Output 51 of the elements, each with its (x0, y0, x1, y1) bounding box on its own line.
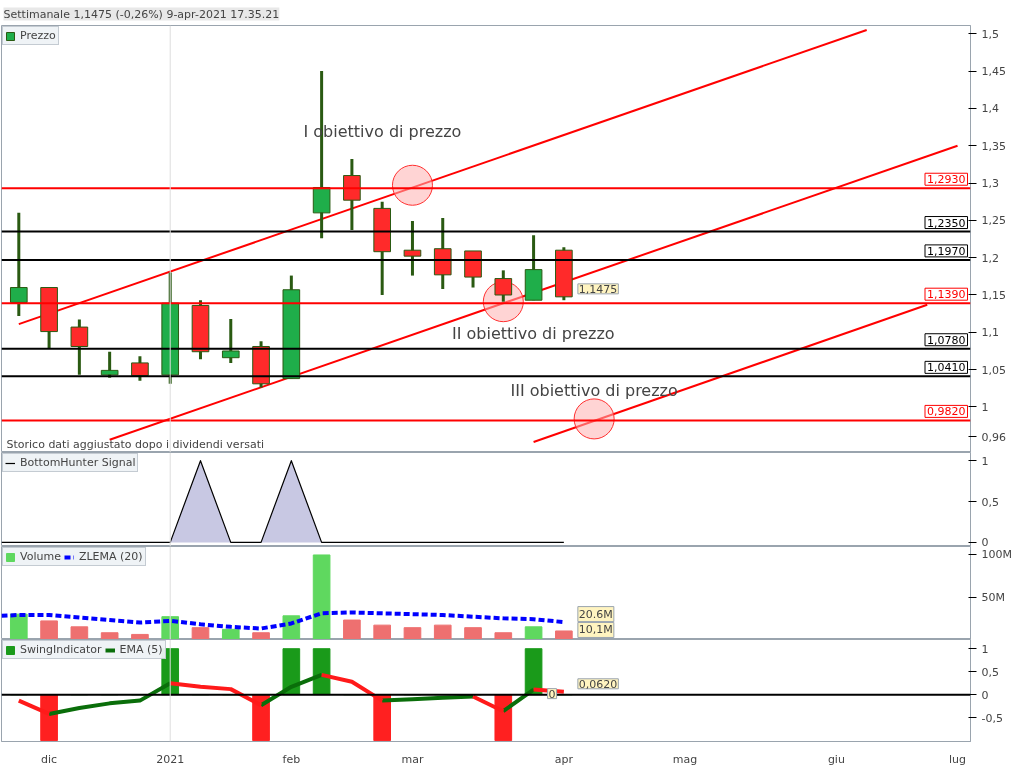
y-tick-label: 1,25 (981, 214, 1006, 228)
chart-title: Settimanale 1,1475 (-0,26%) 9-apr-2021 17.35.21 (3, 7, 280, 21)
x-tick-label: 2021 (156, 752, 185, 766)
y-tick-label: 1,1 (981, 326, 999, 340)
annotation: 20.6M (578, 607, 613, 621)
x-tick-label: mag (672, 752, 698, 766)
y-tick-label: 1,45 (981, 65, 1006, 79)
y-tick-label: 1 (981, 454, 989, 468)
y-tick-label: 1 (981, 400, 989, 414)
legend-label: EMA (5) (119, 643, 163, 656)
x-tick-label: mar (401, 752, 424, 766)
y-tick-label: 100M (981, 548, 1012, 562)
y-tick-label: 1 (981, 642, 989, 656)
legend-label: Volume (20, 550, 61, 563)
x-tick-label: dic (41, 752, 58, 766)
annotation: 0 (548, 687, 556, 701)
y-tick-label: 0,5 (981, 495, 999, 509)
legend-label: ZLEMA (20) (78, 550, 143, 563)
y-tick-label: 0,5 (981, 665, 999, 679)
y-tick-label: 1,05 (981, 363, 1006, 377)
y-tick-label: 1,5 (981, 27, 999, 41)
annotation: Storico dati aggiustato dopo i dividendi versati (6, 437, 265, 451)
y-tick-label: 0 (981, 688, 989, 702)
y-tick-label: 1,2 (981, 251, 999, 265)
y-tick-label: 1,4 (981, 102, 999, 116)
y-tick-label: 0,96 (981, 430, 1006, 444)
legend-label: Prezzo (20, 29, 56, 42)
y-tick-label: 50M (981, 590, 1005, 604)
ref-line-label: 1,1970 (927, 244, 966, 258)
ref-line-label: 1,0780 (927, 333, 966, 347)
ref-line-label: 1,0410 (927, 361, 966, 375)
annotation: II obiettivo di prezzo (452, 324, 615, 344)
y-tick-label: 0 (981, 536, 989, 550)
annotation: 10,1M (578, 623, 613, 637)
x-tick-label: apr (554, 752, 574, 766)
ref-line-label: 1,2930 (927, 173, 966, 187)
annotation: III obiettivo di prezzo (510, 381, 678, 401)
x-tick-label: feb (282, 752, 301, 766)
y-tick-label: 1,15 (981, 288, 1006, 302)
ref-line-label: 0,9820 (927, 405, 966, 419)
annotation: 0,0620 (578, 677, 618, 691)
y-tick-label: 1,3 (981, 177, 999, 191)
x-tick-label: giu (827, 752, 845, 766)
y-tick-label: 1,35 (981, 139, 1006, 153)
ref-line-label: 1,1390 (927, 288, 966, 302)
ref-line-label: 1,2350 (927, 216, 966, 230)
legend-label: SwingIndicator (20, 643, 102, 656)
legend-label: BottomHunter Signal (20, 456, 136, 469)
y-tick-label: -0,5 (981, 711, 1003, 725)
annotation: 1,1475 (578, 282, 618, 296)
x-tick-label: lug (949, 752, 967, 766)
